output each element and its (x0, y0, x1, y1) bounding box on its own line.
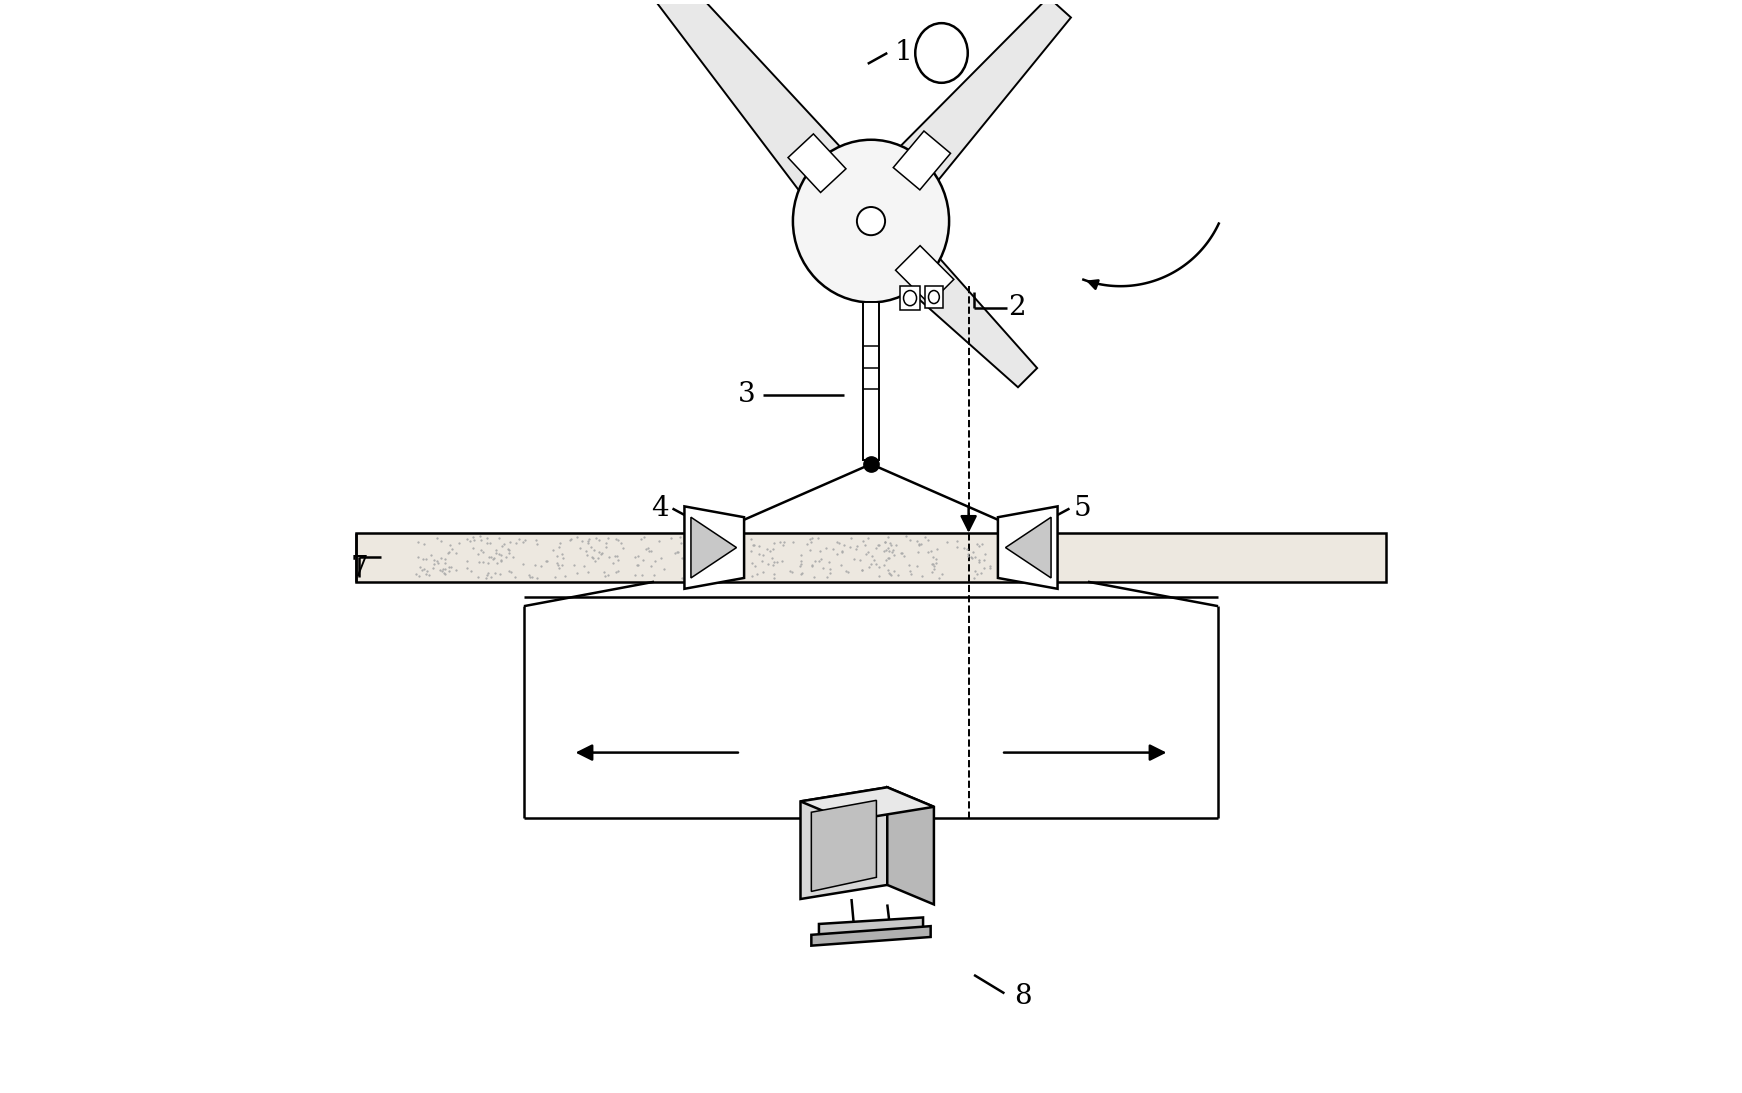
Polygon shape (887, 787, 934, 904)
Text: 3: 3 (737, 381, 754, 408)
Ellipse shape (904, 291, 916, 306)
Polygon shape (998, 506, 1057, 589)
Polygon shape (864, 303, 878, 460)
Text: 2: 2 (1009, 294, 1026, 321)
Text: 5: 5 (1073, 495, 1090, 522)
Ellipse shape (928, 291, 939, 304)
Text: 1: 1 (895, 39, 913, 67)
Text: 7: 7 (350, 554, 368, 581)
Polygon shape (1005, 517, 1050, 578)
Polygon shape (819, 917, 923, 935)
Polygon shape (787, 134, 847, 192)
Polygon shape (685, 506, 744, 589)
Polygon shape (880, 230, 1036, 387)
Text: 8: 8 (1014, 983, 1031, 1010)
Polygon shape (895, 246, 955, 304)
Ellipse shape (857, 207, 885, 235)
Polygon shape (812, 800, 876, 892)
Polygon shape (692, 517, 737, 578)
Polygon shape (876, 0, 1071, 207)
Ellipse shape (915, 23, 969, 83)
Polygon shape (801, 787, 887, 900)
Polygon shape (925, 286, 942, 308)
Polygon shape (901, 286, 920, 310)
Polygon shape (801, 787, 934, 821)
Polygon shape (894, 131, 951, 190)
Polygon shape (812, 926, 930, 945)
Polygon shape (355, 533, 1387, 581)
Polygon shape (646, 0, 864, 214)
Ellipse shape (793, 140, 949, 303)
Text: 4: 4 (652, 495, 669, 522)
